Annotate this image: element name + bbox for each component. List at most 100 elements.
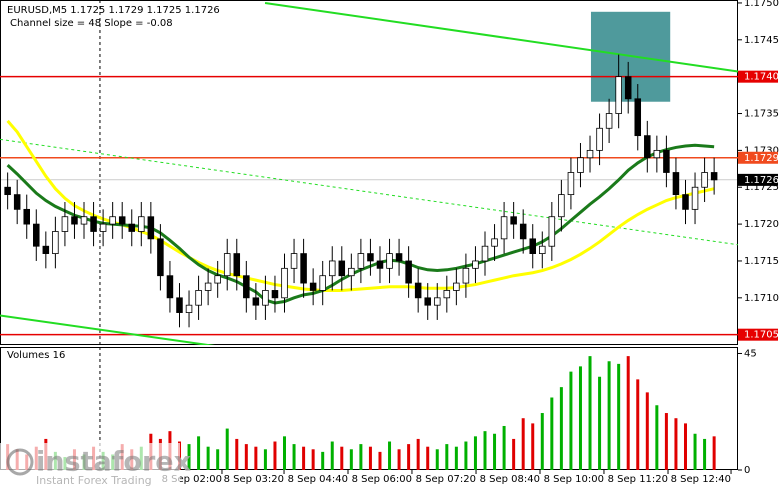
candle-body — [176, 297, 183, 313]
candle-body — [262, 290, 269, 306]
watermark-logo — [6, 448, 34, 476]
candle-body — [634, 98, 642, 137]
candle-body — [395, 253, 403, 262]
candle-body — [185, 304, 193, 313]
candle-body — [147, 216, 155, 240]
candle-body — [367, 253, 374, 262]
candle-body — [424, 297, 431, 306]
candle-body — [624, 76, 632, 100]
main-plot — [0, 0, 738, 345]
candle-body — [500, 216, 508, 240]
candle-body — [166, 275, 174, 299]
x-tick-label: 8 Sep 12:40 — [671, 474, 731, 485]
candle-body — [510, 216, 517, 225]
chart-title: EURUSD,M5 1.1725 1.1729 1.1725 1.1726 — [7, 5, 220, 16]
candle-body — [481, 245, 489, 262]
candle-body — [71, 216, 78, 225]
y-tick-label: 1.1725 — [744, 182, 779, 193]
candle-body — [328, 260, 336, 277]
candle-body — [710, 172, 718, 181]
candle-body — [491, 238, 498, 247]
price-tag-label: 1.1705 — [744, 330, 779, 341]
y-tick-label: 1.1745 — [744, 35, 779, 46]
candle-body — [157, 238, 164, 277]
candle-body — [414, 282, 422, 299]
candle-body — [567, 172, 575, 196]
price-tag — [738, 173, 778, 186]
candle-body — [586, 149, 594, 159]
candle-body — [539, 245, 546, 254]
candle-body — [644, 135, 651, 159]
candle-body — [433, 297, 441, 306]
candle-body — [309, 282, 317, 291]
candle-body — [52, 231, 59, 254]
candle-body — [519, 223, 527, 240]
candle-body — [596, 127, 603, 151]
candle-body — [214, 275, 221, 284]
y-tick-label: 1.1730 — [744, 145, 779, 156]
channel-line — [264, 1, 738, 73]
candle-body — [243, 275, 250, 299]
price-tag — [738, 151, 778, 164]
y-tick-label: 1.1715 — [744, 256, 779, 267]
candle-body — [23, 208, 30, 225]
x-tick-label: 8 Sep 11:20 — [608, 474, 668, 485]
x-tick-label: 8 Sep 10:00 — [544, 474, 604, 485]
price-tag-label: 1.1740 — [744, 72, 779, 83]
candle-body — [701, 172, 708, 188]
channel-line — [0, 314, 215, 345]
candle-body — [290, 253, 298, 269]
candle-body — [233, 253, 241, 277]
candle-body — [4, 186, 11, 196]
channel-line — [0, 138, 738, 246]
candle-body — [338, 260, 346, 277]
x-tick-label: 8 Sep 07:20 — [416, 474, 476, 485]
candle-body — [672, 172, 680, 196]
volume-title: Volumes 16 — [7, 350, 65, 361]
candle-body — [118, 216, 126, 225]
candle-body — [615, 76, 622, 114]
candle-body — [376, 260, 384, 269]
candle-body — [99, 223, 107, 232]
x-tick-label: 8 Sep 02:00 — [162, 474, 222, 485]
y-tick-label: 1.1710 — [744, 293, 779, 304]
candle-body — [462, 267, 470, 284]
candle-body — [80, 216, 88, 225]
x-tick-label: 8 Sep 04:40 — [288, 474, 348, 485]
candle-body — [682, 194, 689, 210]
candle-body — [472, 260, 479, 269]
candle-body — [252, 297, 260, 306]
candle-body — [90, 216, 97, 232]
candle-body — [653, 149, 661, 159]
y-tick-label: 1.1750 — [744, 0, 779, 9]
volume-tick-label: 45 — [744, 348, 757, 359]
candle-body — [548, 216, 556, 247]
candle-body — [195, 290, 202, 306]
price-tag-label: 1.1729 — [744, 153, 779, 164]
candle-body — [281, 267, 288, 299]
candle-body — [13, 194, 21, 210]
candle-body — [558, 194, 565, 218]
y-tick-label: 1.1735 — [744, 109, 779, 120]
candle-body — [61, 216, 69, 232]
y-tick-label: 1.1720 — [744, 219, 779, 230]
candle-body — [42, 245, 50, 254]
x-tick-label: 8 Sep 06:00 — [352, 474, 412, 485]
candle-body — [109, 216, 116, 225]
candle-body — [577, 157, 584, 173]
main-panel-frame — [0, 0, 738, 345]
price-tag-label: 1.1726 — [744, 175, 779, 186]
chart-subtitle: Channel size = 48 Slope = -0.08 — [10, 18, 173, 29]
candle-body — [223, 253, 231, 277]
candle-body — [128, 223, 136, 232]
candle-body — [529, 238, 536, 254]
price-tag — [738, 328, 778, 341]
candle-body — [443, 290, 451, 299]
x-tick-label: 8 Sep 03:20 — [224, 474, 284, 485]
candle-body — [319, 275, 326, 291]
candle-body — [348, 267, 355, 277]
candle-body — [271, 290, 279, 299]
axes: 1.1750 1.1745 1.1735 1.1730 1.1725 1.1720 1.17… — [162, 0, 779, 485]
candle-body — [300, 253, 307, 284]
